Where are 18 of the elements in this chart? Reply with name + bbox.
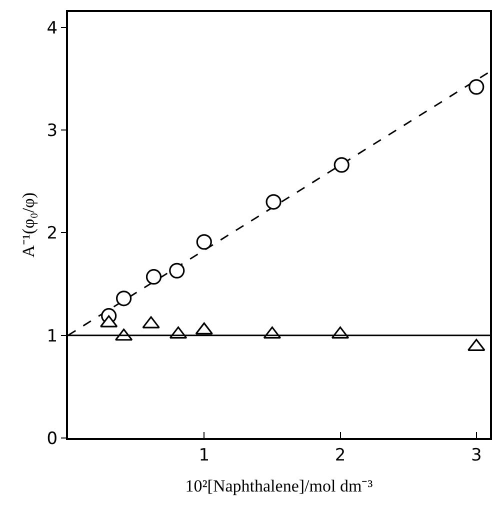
y-tick-label: 2 (46, 224, 58, 244)
point (195, 322, 214, 335)
y-tick-label: 1 (46, 326, 58, 346)
y-tick-label: 0 (46, 428, 58, 449)
y-tick-label: 3 (46, 121, 58, 141)
point (116, 290, 132, 306)
x-tick-label: 2 (334, 445, 346, 466)
point (169, 262, 185, 278)
x-axis-title: 10²[Naphthalene]/mol dm⁻³ (185, 476, 373, 496)
x-tick-label: 1 (198, 445, 210, 466)
point (266, 194, 282, 210)
x-tick-label: 3 (470, 445, 482, 466)
y-tick-label: 4 (46, 18, 58, 38)
point (146, 269, 162, 285)
point (196, 234, 212, 250)
point (468, 79, 484, 95)
y-axis-title: A⁻¹(φ₀/φ) (18, 192, 38, 258)
point (334, 157, 350, 173)
